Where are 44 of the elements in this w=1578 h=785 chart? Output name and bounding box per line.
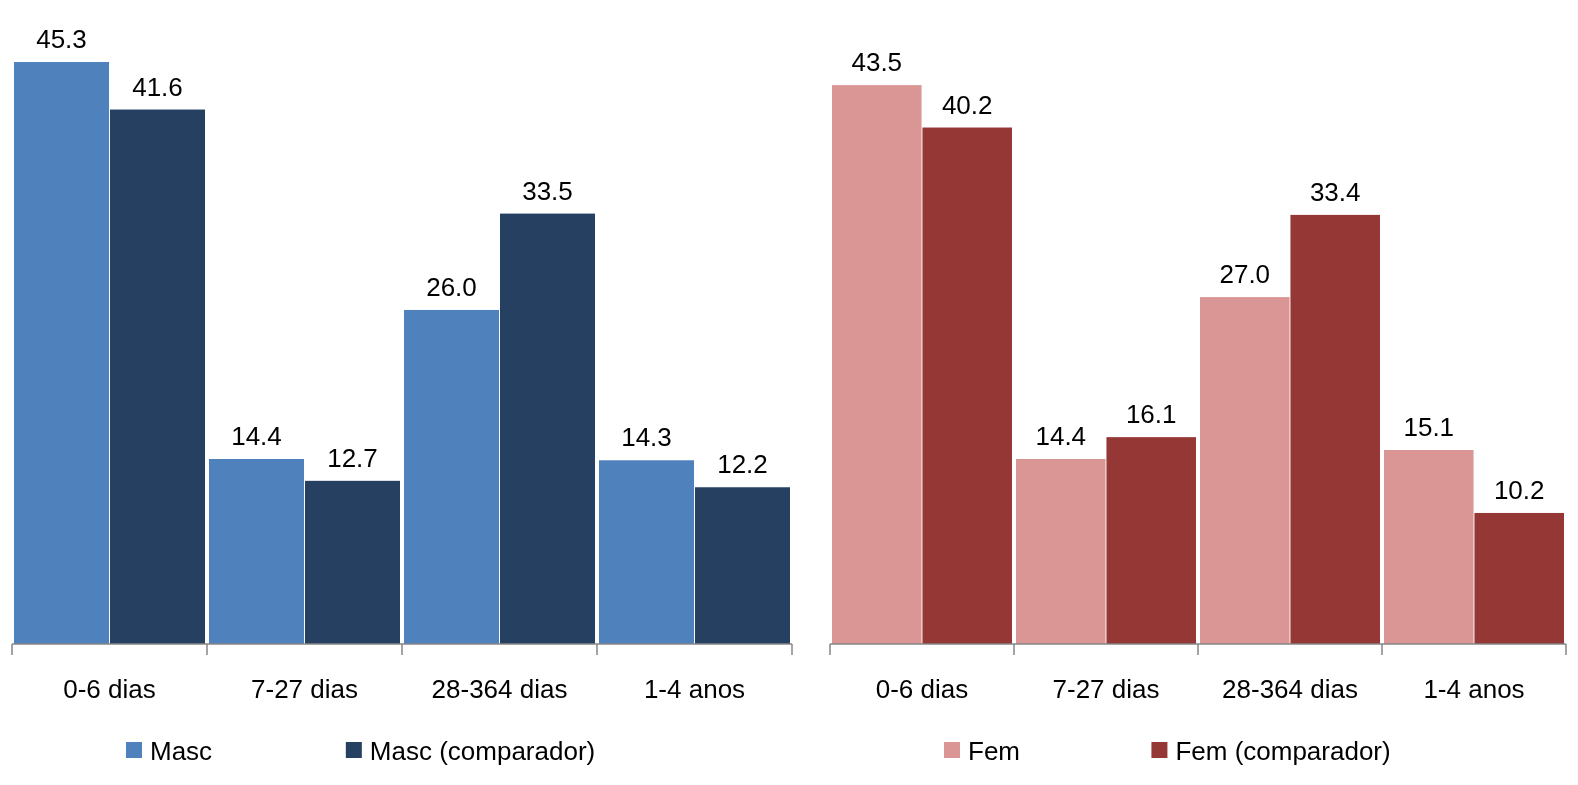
bar bbox=[1016, 458, 1106, 644]
data-label: 12.7 bbox=[327, 442, 378, 473]
data-label: 16.1 bbox=[1125, 399, 1177, 430]
x-tick-label: 7-27 dias bbox=[1052, 674, 1160, 704]
data-label: 40.2 bbox=[941, 89, 993, 120]
data-label: 14.4 bbox=[231, 420, 282, 451]
x-tick-label: 0-6 dias bbox=[63, 674, 156, 704]
data-label: 14.3 bbox=[621, 422, 672, 453]
bar bbox=[109, 109, 205, 644]
data-label: 43.5 bbox=[851, 47, 903, 78]
bar bbox=[922, 127, 1012, 644]
data-label: 27.0 bbox=[1219, 259, 1271, 290]
data-label: 33.4 bbox=[1309, 176, 1361, 207]
legend-label: Masc bbox=[150, 736, 213, 766]
legend-label: Masc (comparador) bbox=[369, 736, 596, 766]
bar bbox=[1200, 297, 1290, 644]
data-label: 12.2 bbox=[717, 449, 768, 480]
bar bbox=[304, 480, 400, 644]
legend-label: Fem (comparador) bbox=[1175, 736, 1391, 766]
bar bbox=[1290, 214, 1380, 644]
bar bbox=[404, 309, 500, 644]
data-label: 33.5 bbox=[522, 175, 573, 206]
data-label: 45.3 bbox=[36, 24, 87, 54]
x-tick-label: 28-364 dias bbox=[431, 674, 568, 704]
legend-label: Fem bbox=[968, 736, 1020, 766]
bar bbox=[694, 487, 790, 644]
bar bbox=[14, 62, 110, 644]
data-label: 26.0 bbox=[426, 271, 477, 302]
data-label: 15.1 bbox=[1403, 412, 1455, 442]
data-label: 14.4 bbox=[1035, 420, 1087, 451]
bar bbox=[599, 460, 695, 644]
bar bbox=[1474, 512, 1564, 644]
x-tick-label: 0-6 dias bbox=[875, 674, 969, 704]
x-tick-label: 28-364 dias bbox=[1222, 674, 1358, 704]
x-tick-label: 7-27 dias bbox=[251, 674, 358, 704]
bar bbox=[209, 458, 305, 644]
data-label: 10.2 bbox=[1493, 474, 1545, 505]
data-label: 41.6 bbox=[132, 71, 183, 102]
bar bbox=[832, 85, 922, 644]
bar bbox=[499, 213, 595, 644]
bar bbox=[1384, 450, 1474, 644]
x-tick-label: 1-4 anos bbox=[643, 674, 746, 704]
bar bbox=[1106, 437, 1196, 644]
x-tick-label: 1-4 anos bbox=[1423, 674, 1525, 704]
